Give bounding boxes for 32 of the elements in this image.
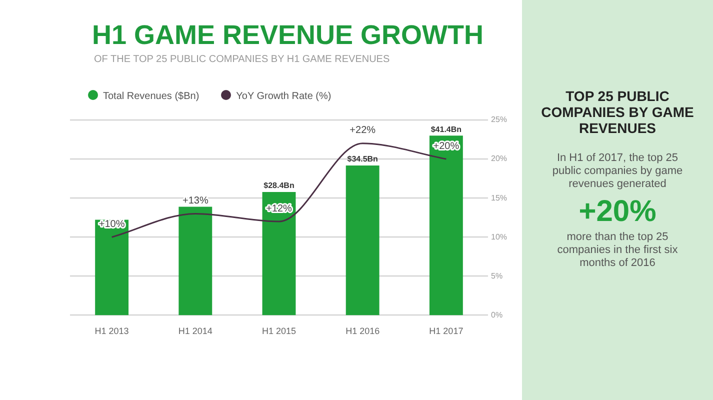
text: 10% bbox=[490, 232, 508, 242]
data-label: +12% bbox=[266, 203, 292, 214]
data-label: +20% bbox=[433, 140, 460, 152]
data-label: +10% bbox=[98, 218, 125, 230]
data-label: $34.5Bn bbox=[347, 154, 378, 164]
chart-subtitle: OF THE TOP 25 PUBLIC COMPANIES BY H1 GAME REVENUES bbox=[94, 54, 390, 65]
bar bbox=[262, 192, 296, 316]
bar bbox=[95, 220, 129, 316]
bar bbox=[429, 136, 463, 316]
x-tick-label: H1 2013 bbox=[94, 326, 129, 336]
x-tick-label: H1 2016 bbox=[346, 326, 380, 336]
text: 25% bbox=[490, 115, 508, 124]
text: more than the top 25 companies in the first six months of 2016 bbox=[556, 231, 679, 270]
legend-label: YoY Growth Rate (%) bbox=[235, 90, 332, 102]
x-tick-label: H1 2014 bbox=[178, 326, 212, 336]
text: In H1 of 2017, the top 25 public companies by game revenues generated bbox=[551, 152, 684, 191]
text: 0% bbox=[490, 310, 503, 320]
chart-title: H1 GAME REVENUE GROWTH bbox=[92, 20, 484, 51]
text: 20% bbox=[490, 154, 508, 164]
data-label: +13% bbox=[182, 195, 208, 206]
text: 5% bbox=[490, 271, 503, 280]
data-label: $28.4Bn bbox=[264, 181, 294, 190]
data-label: $41.4Bn bbox=[430, 124, 462, 134]
x-tick-label: H1 2015 bbox=[262, 326, 296, 336]
data-label: +22% bbox=[350, 125, 376, 136]
text: 15% bbox=[490, 193, 508, 202]
bar bbox=[178, 206, 212, 316]
bar bbox=[346, 166, 380, 316]
x-tick-label: H1 2017 bbox=[429, 326, 464, 336]
text: +20% bbox=[578, 195, 658, 229]
text: TOP 25 PUBLIC COMPANIES BY GAME REVENUES bbox=[540, 88, 695, 136]
legend-label: Total Revenues ($Bn) bbox=[102, 90, 200, 102]
